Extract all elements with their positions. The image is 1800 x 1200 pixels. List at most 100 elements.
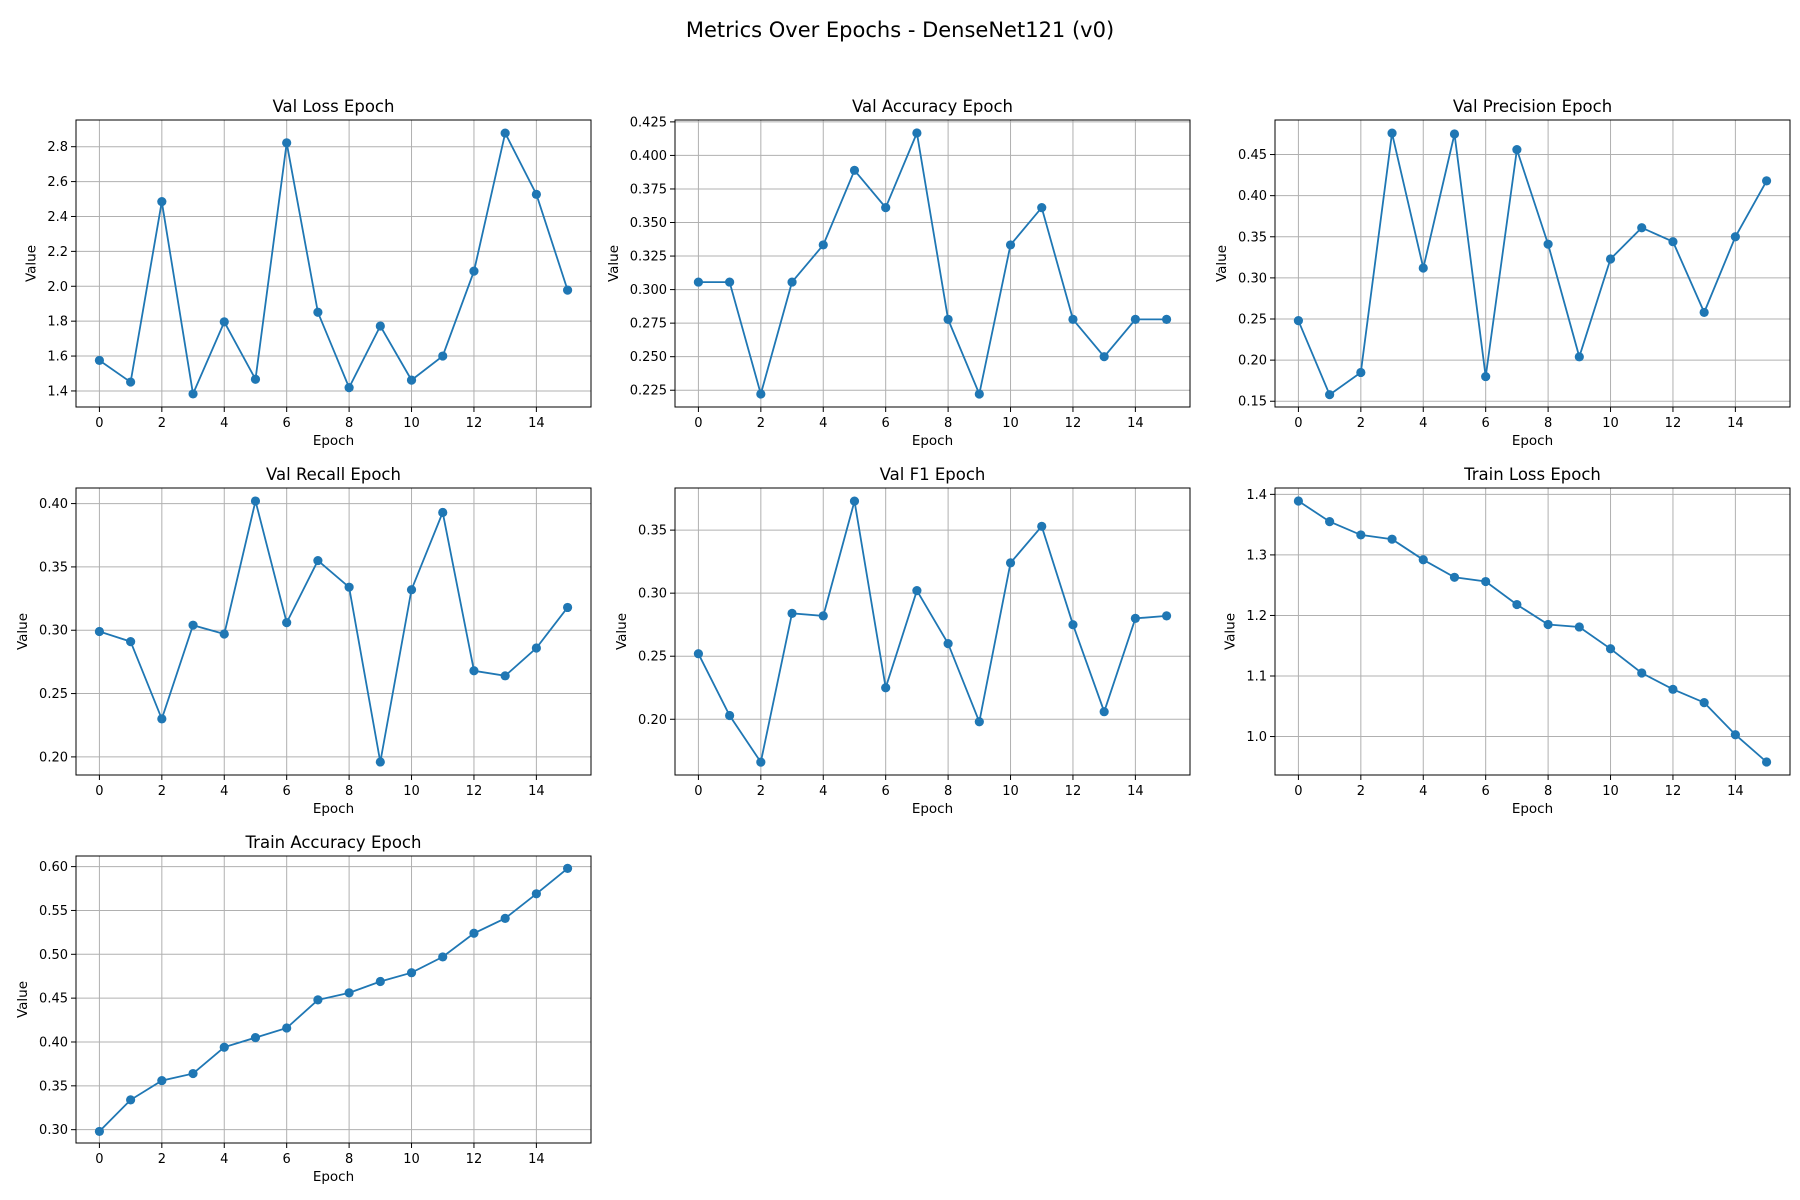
data-point <box>375 757 385 767</box>
subplot-val-precision-epoch: 0 2 4 6 8 10 12 14 0.15 0.20 0.25 0.30 0.35 0.40 0.45 V… <box>1214 97 1791 449</box>
data-point <box>1761 176 1772 186</box>
data-point <box>912 586 922 596</box>
data-point <box>943 639 953 649</box>
x-tick-label: 6 <box>283 1152 291 1167</box>
data-point <box>1668 684 1678 694</box>
data-point <box>531 189 541 199</box>
data-point <box>974 389 984 399</box>
data-point <box>438 351 448 361</box>
subplot-title: Val Recall Epoch <box>266 465 401 484</box>
x-tick-label: 6 <box>1482 784 1490 799</box>
y-axis-label: Value <box>1214 245 1230 282</box>
y-axis-label: Value <box>606 245 622 282</box>
data-point <box>818 611 828 621</box>
y-tick-label: 2.4 <box>47 210 68 225</box>
x-tick-label: 12 <box>1065 784 1082 799</box>
data-point <box>157 714 167 724</box>
x-tick-label: 14 <box>1727 784 1744 799</box>
data-point <box>562 602 573 613</box>
y-tick-label: 0.25 <box>39 687 68 702</box>
x-tick-label: 6 <box>283 784 291 799</box>
data-point <box>1481 371 1491 382</box>
data-point <box>725 277 735 287</box>
x-axis-label: Epoch <box>912 801 953 817</box>
x-axis-label: Epoch <box>1512 801 1553 817</box>
x-tick-label: 14 <box>528 416 545 431</box>
data-point <box>1037 521 1047 531</box>
y-tick-label: 1.8 <box>47 315 68 330</box>
data-point <box>531 643 541 653</box>
y-tick-label: 0.15 <box>1238 395 1267 410</box>
data-point <box>282 138 292 148</box>
data-point <box>756 389 766 399</box>
x-tick-label: 10 <box>403 1152 420 1167</box>
data-point <box>157 197 167 207</box>
data-point <box>756 757 766 767</box>
y-axis-label: Value <box>614 613 630 650</box>
y-tick-label: 0.30 <box>39 624 68 639</box>
axes-frame <box>674 487 1191 776</box>
x-tick-label: 10 <box>1602 784 1619 799</box>
data-point <box>1699 307 1709 318</box>
x-tick-label: 10 <box>1002 416 1019 431</box>
x-tick-label: 4 <box>220 1152 228 1167</box>
x-tick-label: 6 <box>882 416 890 431</box>
y-tick-label: 0.40 <box>1238 189 1267 204</box>
x-tick-label: 0 <box>1294 784 1302 799</box>
x-tick-label: 10 <box>1002 784 1019 799</box>
data-point <box>1605 644 1616 654</box>
y-tick-label: 2.0 <box>47 280 68 295</box>
y-tick-label: 0.45 <box>1238 148 1267 163</box>
data-point <box>500 913 510 923</box>
data-point <box>531 889 541 899</box>
x-tick-label: 2 <box>1357 416 1365 431</box>
x-tick-label: 6 <box>283 416 291 431</box>
y-tick-label: 0.325 <box>630 250 667 265</box>
series-line <box>98 867 569 1133</box>
data-point <box>500 128 510 138</box>
series-line <box>98 130 569 398</box>
data-point <box>943 314 953 324</box>
data-point <box>157 1075 167 1086</box>
data-point <box>438 952 448 962</box>
y-tick-label: 1.6 <box>47 350 68 365</box>
data-point <box>469 266 479 276</box>
data-point <box>313 555 323 566</box>
x-tick-label: 0 <box>1294 416 1302 431</box>
data-point <box>1161 611 1172 621</box>
x-tick-label: 14 <box>528 784 545 799</box>
data-point <box>849 165 860 175</box>
axes-frame <box>75 487 592 776</box>
data-point <box>912 128 922 138</box>
subplot-val-recall-epoch: 0 2 4 6 8 10 12 14 0.20 0.25 0.30 0.35 0.40 Val Recal… <box>15 465 592 817</box>
data-point <box>1637 668 1647 678</box>
y-tick-label: 0.225 <box>630 384 667 399</box>
data-point <box>94 1126 105 1137</box>
data-point <box>219 1042 229 1052</box>
series-line <box>1297 132 1768 397</box>
data-point <box>1418 263 1428 273</box>
subplot-title: Train Accuracy Epoch <box>245 833 422 852</box>
y-tick-label: 0.25 <box>638 650 667 665</box>
y-tick-label: 0.25 <box>1238 313 1267 328</box>
y-axis-label: Value <box>15 981 31 1018</box>
y-axis-label: Value <box>23 245 39 282</box>
x-tick-label: 10 <box>1602 416 1619 431</box>
y-tick-label: 0.35 <box>638 524 667 539</box>
data-point <box>1356 530 1366 540</box>
y-tick-label: 0.55 <box>39 904 68 919</box>
y-tick-label: 2.8 <box>47 140 68 155</box>
data-point <box>881 683 891 693</box>
y-tick-label: 0.40 <box>39 1035 68 1050</box>
data-point <box>1699 698 1709 708</box>
data-point <box>1449 572 1460 582</box>
data-point <box>1387 534 1397 544</box>
data-point <box>1512 145 1522 155</box>
data-point <box>469 666 479 676</box>
y-axis-label: Value <box>1222 613 1238 650</box>
x-tick-label: 8 <box>944 416 952 431</box>
data-point <box>1293 496 1304 506</box>
x-tick-label: 10 <box>403 416 420 431</box>
x-tick-label: 6 <box>882 784 890 799</box>
